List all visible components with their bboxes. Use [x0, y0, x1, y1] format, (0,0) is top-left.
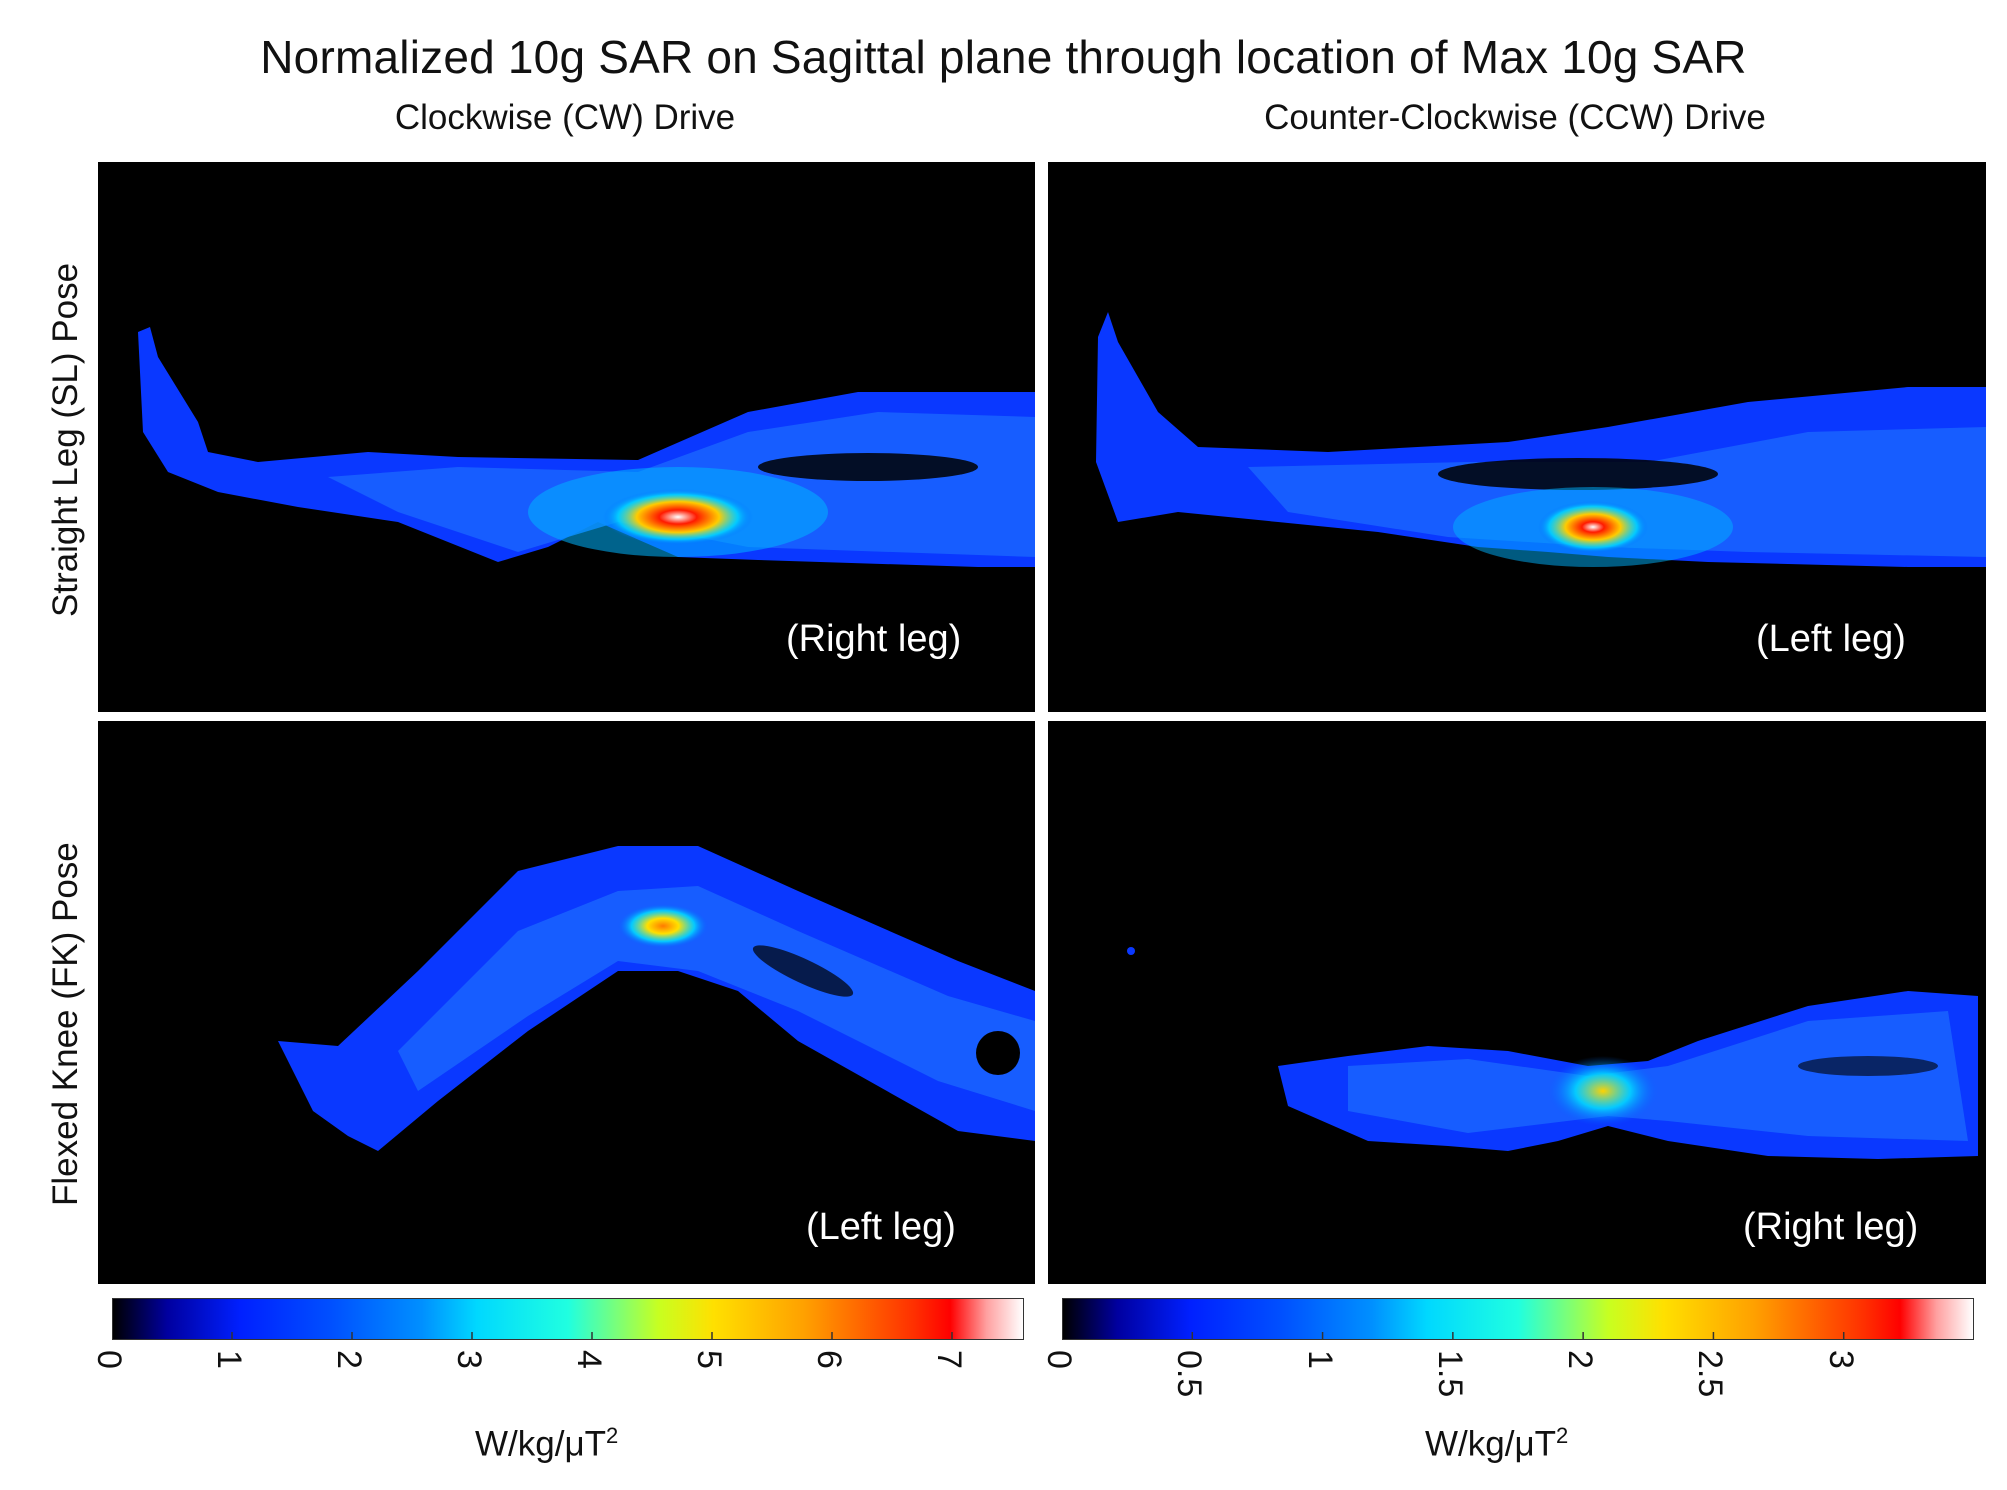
- colorbar-tick-label: 3: [1821, 1350, 1860, 1369]
- row-title-fk: Flexed Knee (FK) Pose: [46, 842, 85, 1206]
- colorbar-cw: [112, 1298, 1024, 1340]
- colorbar-tick-label: 5: [690, 1350, 728, 1369]
- colorbar-tick-label: 2.5: [1691, 1350, 1730, 1398]
- colorbar-tick-label: 1: [1300, 1350, 1339, 1369]
- row-title-sl: Straight Leg (SL) Pose: [46, 262, 85, 618]
- sar-map-sl-cw: [138, 327, 1035, 567]
- panel-fk-cw: (Left leg): [98, 721, 1035, 1284]
- colorbar-unit-cw: W/kg/μT2: [475, 1423, 619, 1464]
- figure-title: Normalized 10g SAR on Sagittal plane thr…: [260, 31, 1747, 83]
- colorbar-ticks-ccw: [1062, 1332, 1845, 1340]
- colorbar-ticks-cw: [112, 1332, 953, 1340]
- panel-sl-cw: (Right leg): [98, 162, 1035, 712]
- sar-map-fk-ccw: [1127, 947, 1978, 1159]
- colorbar-tick-label: 0: [1040, 1350, 1078, 1369]
- colorbar-tick-label: 0.5: [1170, 1350, 1209, 1398]
- leg-label-sl-cw: (Right leg): [786, 618, 962, 660]
- colorbar-tick-label: 4: [570, 1350, 608, 1369]
- column-title-ccw: Counter-Clockwise (CCW) Drive: [1264, 98, 1766, 137]
- sar-map-fk-cw: [278, 846, 1035, 1151]
- leg-label-sl-ccw: (Left leg): [1756, 618, 1906, 660]
- leg-label-fk-ccw: (Right leg): [1743, 1206, 1919, 1248]
- colorbar-tick-label: 0: [90, 1350, 128, 1369]
- panel-fk-ccw: (Right leg): [1048, 721, 1986, 1284]
- colorbar-ccw: [1062, 1298, 1974, 1340]
- leg-label-fk-cw: (Left leg): [806, 1206, 956, 1248]
- colorbar-tick-label: 1: [210, 1350, 248, 1369]
- colorbar-tick-label: 6: [810, 1350, 848, 1369]
- column-title-cw: Clockwise (CW) Drive: [394, 98, 736, 137]
- colorbar-tick-label: 2: [330, 1350, 368, 1369]
- colorbar-tick-label: 2: [1561, 1350, 1600, 1369]
- colorbar-unit-ccw: W/kg/μT2: [1425, 1423, 1569, 1464]
- colorbar-tick-label: 3: [450, 1350, 488, 1369]
- sar-map-sl-ccw: [1096, 312, 1986, 567]
- colorbar-tick-label: 7: [930, 1350, 968, 1369]
- panel-sl-ccw: (Left leg): [1048, 162, 1986, 712]
- colorbar-tick-label: 1.5: [1430, 1350, 1469, 1398]
